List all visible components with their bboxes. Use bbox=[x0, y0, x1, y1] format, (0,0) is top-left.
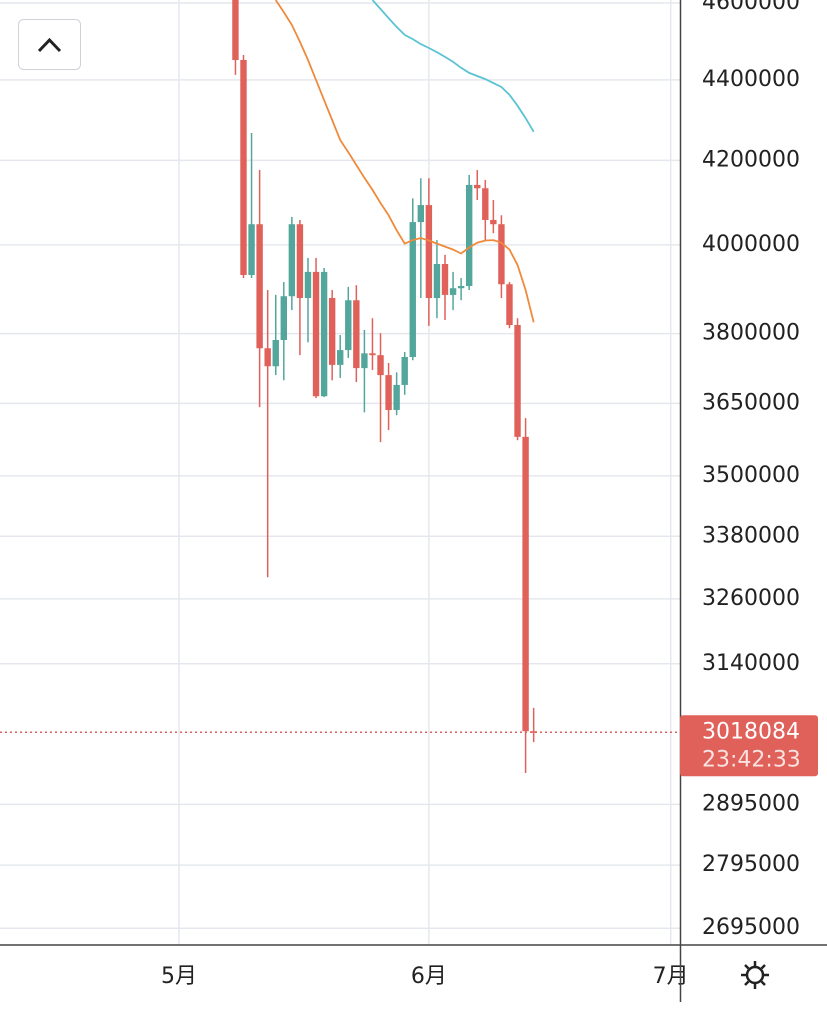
y-tick-label: 3500000 bbox=[702, 463, 800, 488]
countdown-label: 23:42:33 bbox=[702, 747, 801, 772]
candle-body bbox=[345, 300, 352, 351]
y-tick-label: 2895000 bbox=[702, 791, 800, 816]
candle-body bbox=[409, 222, 416, 358]
candle-body bbox=[232, 0, 239, 60]
moving-average-line bbox=[371, 0, 535, 133]
candle-body bbox=[369, 353, 376, 356]
y-tick-label: 3380000 bbox=[702, 523, 800, 548]
candle-body bbox=[433, 264, 441, 299]
candle-body bbox=[353, 300, 360, 369]
y-tick-label: 4600000 bbox=[702, 0, 800, 15]
y-tick-label: 2795000 bbox=[702, 852, 800, 877]
x-tick-label: 7月 bbox=[653, 964, 689, 989]
candle-body bbox=[272, 340, 279, 367]
y-tick-label: 2695000 bbox=[702, 915, 800, 940]
candle-body bbox=[256, 224, 263, 349]
candle-body bbox=[449, 288, 457, 295]
candle-body bbox=[506, 284, 513, 325]
candle-body bbox=[514, 324, 521, 437]
candle-body bbox=[240, 59, 247, 275]
candle-body bbox=[288, 224, 296, 297]
y-tick-label: 4200000 bbox=[702, 147, 800, 172]
candle-body bbox=[457, 286, 465, 289]
button-frame[interactable] bbox=[18, 19, 81, 70]
candle-body bbox=[312, 271, 320, 397]
settings-button[interactable] bbox=[741, 961, 769, 989]
x-tick-label: 6月 bbox=[411, 964, 447, 989]
candle-body bbox=[441, 264, 449, 295]
candle-body bbox=[264, 348, 271, 367]
candle-body bbox=[377, 355, 384, 376]
candle-body bbox=[417, 205, 425, 223]
candle-body bbox=[304, 271, 312, 299]
candle-body bbox=[490, 219, 497, 225]
gear-teeth[interactable] bbox=[741, 961, 769, 989]
candle-body bbox=[425, 205, 433, 299]
y-tick-label: 3140000 bbox=[702, 651, 800, 676]
moving-average-line bbox=[274, 0, 535, 323]
gear-icon[interactable] bbox=[745, 965, 765, 985]
chevron-icon[interactable] bbox=[37, 37, 62, 53]
candle-body bbox=[361, 353, 368, 369]
candle-body bbox=[337, 350, 344, 365]
candle-body bbox=[328, 298, 336, 365]
y-tick-label: 3800000 bbox=[702, 321, 800, 346]
x-tick-label: 5月 bbox=[161, 964, 197, 989]
candle-body bbox=[393, 384, 400, 410]
y-tick-label: 4400000 bbox=[702, 67, 800, 92]
candle-body bbox=[296, 224, 304, 299]
candle-body bbox=[401, 357, 408, 385]
candle-body bbox=[320, 271, 328, 397]
y-tick-label: 3260000 bbox=[702, 586, 800, 611]
candle-body bbox=[498, 224, 505, 285]
candle-body bbox=[522, 436, 529, 732]
candle-body bbox=[248, 224, 255, 275]
candle-body bbox=[482, 188, 489, 220]
candle-body bbox=[530, 731, 537, 733]
candle-body bbox=[465, 184, 473, 287]
price-tag bbox=[680, 715, 818, 777]
collapse-button[interactable] bbox=[18, 19, 81, 70]
y-tick-label: 4000000 bbox=[702, 232, 800, 257]
candle-body bbox=[385, 375, 392, 410]
candle-body bbox=[280, 296, 287, 341]
last-price-label: 3018084 bbox=[702, 719, 800, 744]
y-tick-label: 3650000 bbox=[702, 390, 800, 415]
candle-body bbox=[474, 184, 481, 189]
